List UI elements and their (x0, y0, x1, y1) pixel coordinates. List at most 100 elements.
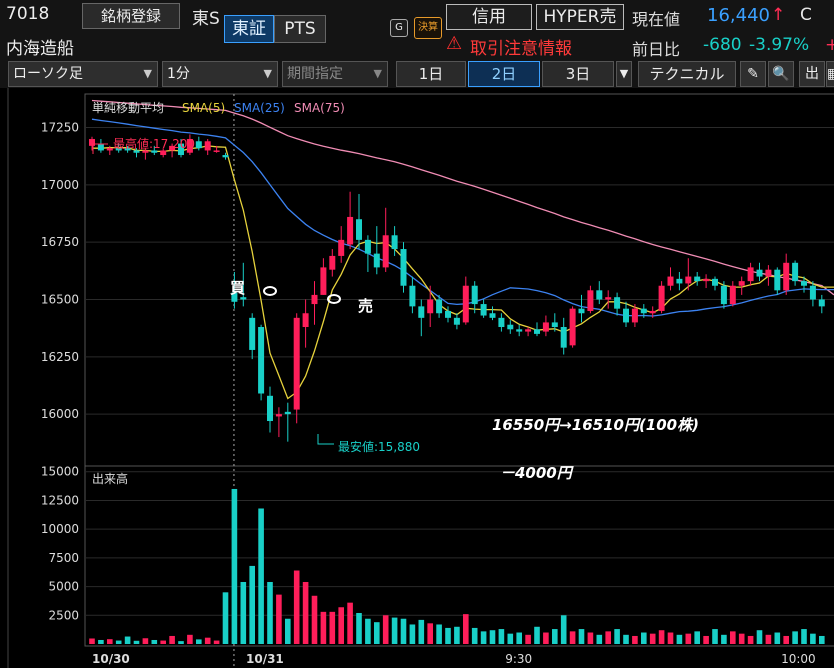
candle (453, 313, 460, 330)
candle-body (186, 138, 193, 153)
candle (480, 299, 487, 318)
volume-bar (178, 641, 184, 644)
candle-body (445, 310, 451, 318)
candle-body (818, 299, 825, 307)
candle-body (534, 329, 540, 334)
day-tab-1[interactable]: 1日 (396, 61, 466, 87)
volume-bar (819, 635, 825, 644)
candle (658, 281, 665, 314)
candle-body (311, 294, 318, 305)
volume-bar (365, 618, 371, 644)
kessan-badge[interactable]: 決算 (414, 17, 442, 39)
zoom-icon[interactable]: 🔍 (768, 61, 794, 87)
volume-panel-frame (84, 465, 834, 647)
x-tick-label: 10:00 (781, 652, 816, 666)
candle-body (667, 276, 674, 286)
candle-body (213, 150, 220, 152)
candle-body (489, 313, 496, 318)
axis-labels: 17250 17000 16750 16500 16250 16000 15000 12500… (41, 121, 816, 666)
candles (89, 134, 825, 442)
candle-body (738, 281, 745, 286)
price-tick-label: 17250 (41, 121, 79, 135)
candle (640, 304, 647, 318)
out-button[interactable]: 出 (799, 61, 825, 87)
candle-body (658, 285, 665, 311)
volume-bar (641, 632, 647, 644)
candle (284, 402, 291, 442)
volume-bar (605, 631, 611, 644)
candle (792, 260, 799, 286)
candle-body (631, 308, 638, 323)
x-tick-label: 9:30 (505, 652, 532, 666)
grid-icon[interactable]: ▦ (826, 61, 834, 87)
candle (685, 258, 692, 291)
candle (293, 313, 300, 424)
candle (356, 194, 362, 250)
candle-body (89, 138, 95, 146)
candle-body (712, 278, 718, 286)
candle-body (605, 297, 612, 300)
volume-bar (400, 618, 407, 644)
candle-body (729, 285, 736, 305)
warning-text[interactable]: 取引注意情報 (470, 39, 572, 59)
candle-body (507, 324, 514, 330)
period-select[interactable]: 期間指定 ▼ (282, 61, 388, 87)
volume-bar (213, 640, 220, 644)
volume-bar (427, 623, 433, 644)
volume-bar (445, 627, 451, 644)
volume-bar (151, 639, 158, 644)
candle-body (249, 317, 256, 350)
candle (409, 276, 416, 314)
volume-bar (783, 635, 789, 644)
g-badge[interactable]: G (390, 19, 408, 37)
candle (204, 138, 211, 156)
legend-sma75: SMA(75) (294, 101, 345, 115)
chart-area[interactable]: 17250 17000 16750 16500 16250 16000 15000 12500… (0, 88, 834, 668)
candle-body (694, 276, 701, 282)
market-pts-tab[interactable]: PTS (274, 15, 326, 43)
candle-body (418, 306, 425, 318)
market-tse-tab[interactable]: 東証 (224, 15, 274, 43)
candle-body (614, 297, 621, 309)
candle (391, 226, 398, 256)
interval-select[interactable]: 1分 ▼ (162, 61, 278, 87)
volume-bar (356, 612, 362, 644)
candle-body (356, 219, 362, 240)
chart-type-select[interactable]: ローソク足 ▼ (8, 61, 158, 87)
candle (578, 294, 585, 323)
pnl-text: －4000円 (500, 464, 575, 482)
day-tab-2[interactable]: 2日 (468, 61, 540, 87)
register-button[interactable]: 銘柄登録 (82, 3, 180, 29)
candle (133, 148, 140, 158)
volume-bar (204, 637, 211, 644)
candle-body (809, 285, 816, 300)
candle (489, 306, 496, 321)
pencil-icon[interactable]: ✎ (740, 61, 766, 87)
candle-body (195, 141, 202, 149)
day-tab-3[interactable]: 3日 (542, 61, 614, 87)
candle (676, 271, 683, 291)
grid (7, 88, 834, 668)
candle-body (801, 281, 807, 286)
volume-bar (667, 632, 674, 644)
hyper-sell-button[interactable]: HYPER売 (536, 4, 624, 30)
candle-body (427, 299, 434, 314)
high-label: 最高値:17,200 (113, 136, 195, 151)
day-tabs-more-button[interactable]: ▼ (616, 61, 632, 87)
volume-bar (801, 629, 807, 644)
sell-circle (327, 294, 341, 304)
candle-body (409, 285, 416, 307)
volume-tick-label: 15000 (41, 465, 79, 479)
candle (231, 271, 238, 309)
volume-bar (560, 615, 567, 644)
volume-bar (738, 633, 745, 644)
candle (329, 249, 336, 277)
candle-body (258, 327, 265, 394)
technical-button[interactable]: テクニカル (638, 61, 736, 87)
candle-body (151, 150, 158, 153)
price-up-arrow: ↑ (771, 5, 786, 25)
candle-body (222, 155, 229, 158)
shinyo-button[interactable]: 信用 (446, 4, 532, 30)
volume-bar (169, 635, 175, 644)
candle (240, 262, 247, 307)
